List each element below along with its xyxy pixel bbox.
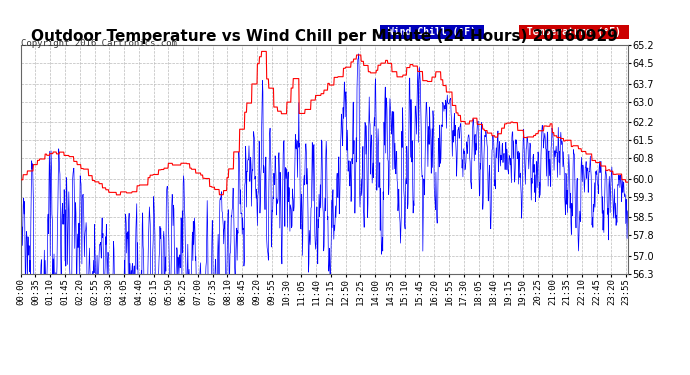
Title: Outdoor Temperature vs Wind Chill per Minute (24 Hours) 20160929: Outdoor Temperature vs Wind Chill per Mi… bbox=[31, 29, 618, 44]
Text: Temperature (°F): Temperature (°F) bbox=[521, 27, 627, 37]
Text: Copyright 2016 Cartronics.com: Copyright 2016 Cartronics.com bbox=[21, 39, 177, 48]
Text: Wind Chill (°F): Wind Chill (°F) bbox=[382, 27, 482, 37]
